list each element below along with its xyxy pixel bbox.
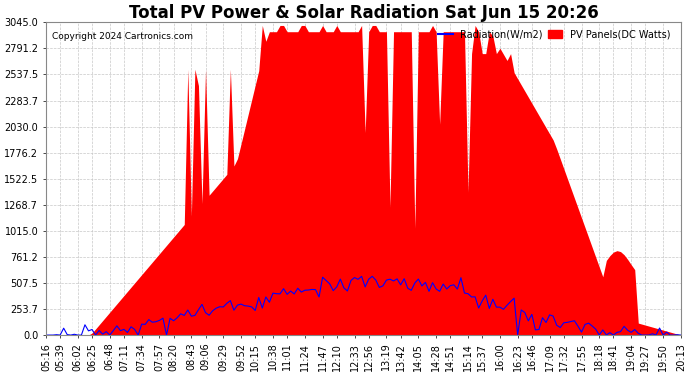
Title: Total PV Power & Solar Radiation Sat Jun 15 20:26: Total PV Power & Solar Radiation Sat Jun… [128,4,598,22]
Legend: Radiation(W/m2), PV Panels(DC Watts): Radiation(W/m2), PV Panels(DC Watts) [434,26,675,43]
Text: Copyright 2024 Cartronics.com: Copyright 2024 Cartronics.com [52,32,193,41]
